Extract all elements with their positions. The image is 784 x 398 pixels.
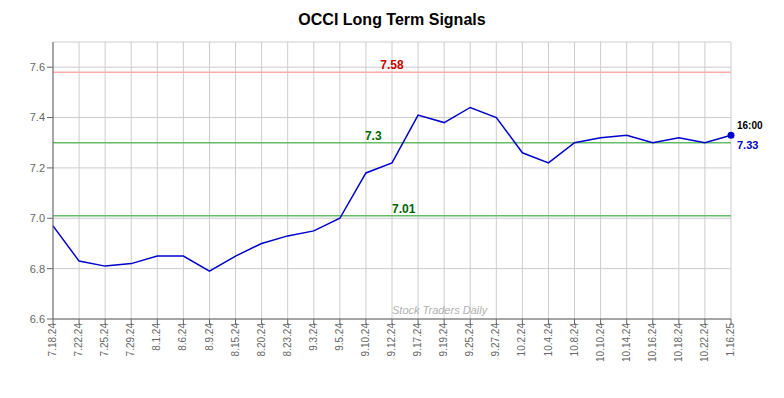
svg-text:10.8.24: 10.8.24	[569, 323, 580, 357]
svg-text:10.22.24: 10.22.24	[699, 323, 710, 362]
svg-text:8.20.24: 8.20.24	[256, 323, 267, 357]
svg-text:9.27.24: 9.27.24	[490, 323, 501, 357]
svg-text:7.3: 7.3	[365, 129, 382, 143]
svg-text:7.22.24: 7.22.24	[73, 323, 84, 357]
svg-text:7.6: 7.6	[30, 61, 45, 73]
svg-text:7.33: 7.33	[737, 139, 758, 151]
svg-text:10.10.24: 10.10.24	[595, 323, 606, 362]
svg-text:10.18.24: 10.18.24	[673, 323, 684, 362]
svg-text:9.3.24: 9.3.24	[308, 323, 319, 351]
svg-text:8.9.24: 8.9.24	[204, 323, 215, 351]
svg-text:9.10.24: 9.10.24	[360, 323, 371, 357]
svg-text:9.25.24: 9.25.24	[464, 323, 475, 357]
svg-text:7.4: 7.4	[30, 111, 45, 123]
svg-text:6.8: 6.8	[30, 263, 45, 275]
svg-text:7.01: 7.01	[392, 202, 416, 216]
html-text:OCCI Long Term Signals: OCCI Long Term Signals	[298, 11, 486, 28]
svg-text:9.12.24: 9.12.24	[386, 323, 397, 357]
svg-text:9.5.24: 9.5.24	[334, 323, 345, 351]
svg-text:10.16.24: 10.16.24	[647, 323, 658, 362]
svg-text:16:00: 16:00	[737, 120, 763, 131]
svg-text:7.18.24: 7.18.24	[47, 323, 58, 357]
svg-text:7.58: 7.58	[380, 58, 404, 72]
svg-text:7.25.24: 7.25.24	[99, 323, 110, 357]
svg-text:8.23.24: 8.23.24	[282, 323, 293, 357]
svg-text:9.19.24: 9.19.24	[438, 323, 449, 357]
svg-text:6.6: 6.6	[30, 313, 45, 325]
svg-text:10.2.24: 10.2.24	[516, 323, 527, 357]
svg-text:7.0: 7.0	[30, 212, 45, 224]
svg-text:8.1.24: 8.1.24	[151, 323, 162, 351]
svg-text:1.16.25: 1.16.25	[725, 323, 736, 357]
svg-text:9.17.24: 9.17.24	[412, 323, 423, 357]
svg-text:Stock Traders Daily: Stock Traders Daily	[392, 304, 489, 316]
svg-text:7.29.24: 7.29.24	[125, 323, 136, 357]
svg-text:10.4.24: 10.4.24	[543, 323, 554, 357]
svg-text:8.15.24: 8.15.24	[230, 323, 241, 357]
svg-text:10.14.24: 10.14.24	[621, 323, 632, 362]
svg-text:8.6.24: 8.6.24	[177, 323, 188, 351]
svg-text:7.2: 7.2	[30, 162, 45, 174]
